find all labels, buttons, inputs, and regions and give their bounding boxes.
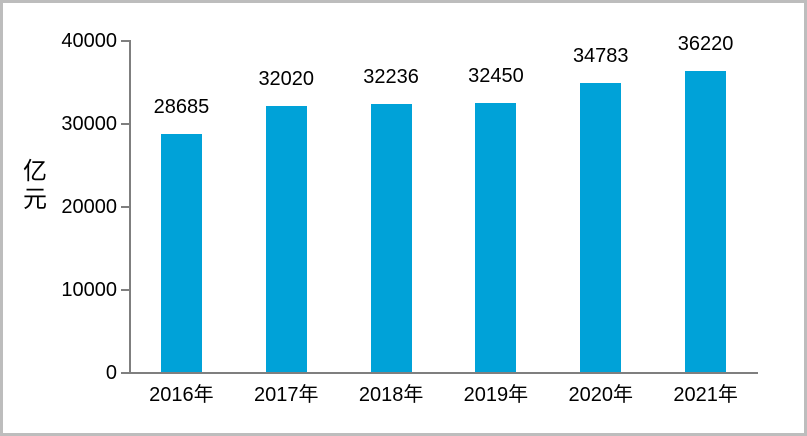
y-axis-tick-label: 20000 <box>61 196 117 218</box>
y-axis-tick-label: 30000 <box>61 113 117 135</box>
bar-value-label: 32020 <box>258 68 315 91</box>
bar-value-label: 34783 <box>572 45 629 68</box>
y-axis-tick-mark <box>121 372 129 374</box>
bar <box>160 133 202 372</box>
y-axis-tick-label: 10000 <box>61 279 117 301</box>
x-axis-tick-label: 2016年 <box>149 384 214 406</box>
y-axis-line <box>129 40 131 374</box>
x-axis-tick-label: 2020年 <box>568 384 634 406</box>
y-axis-tick-mark <box>121 206 129 208</box>
x-axis-line <box>129 372 758 374</box>
bar-value-label: 32236 <box>363 66 419 89</box>
bar-chart-plot-area: 亿 元 0 10000 20000 30000 40000 28685 2016年 32020… <box>3 3 804 433</box>
x-axis-tick-label: 2018年 <box>358 384 424 406</box>
x-axis-tick-label: 2017年 <box>254 384 319 406</box>
y-axis-tick-mark <box>121 123 129 125</box>
bar <box>370 104 412 372</box>
x-axis-tick-label: 2019年 <box>463 384 529 406</box>
bar-value-label: 28685 <box>153 95 210 118</box>
y-axis-tick-label: 40000 <box>61 30 117 52</box>
y-axis-tick-label: 0 <box>105 362 117 384</box>
bar <box>475 102 517 372</box>
x-axis-tick-label: 2021年 <box>673 384 738 406</box>
y-axis-unit-label: 亿 元 <box>23 158 47 213</box>
bar <box>265 106 307 372</box>
y-axis-tick-mark <box>121 40 129 42</box>
bar-value-label: 36220 <box>677 33 734 56</box>
y-axis-tick-mark <box>121 289 129 291</box>
bar <box>685 71 727 372</box>
bar <box>580 83 622 372</box>
bar-value-label: 32450 <box>468 64 524 87</box>
